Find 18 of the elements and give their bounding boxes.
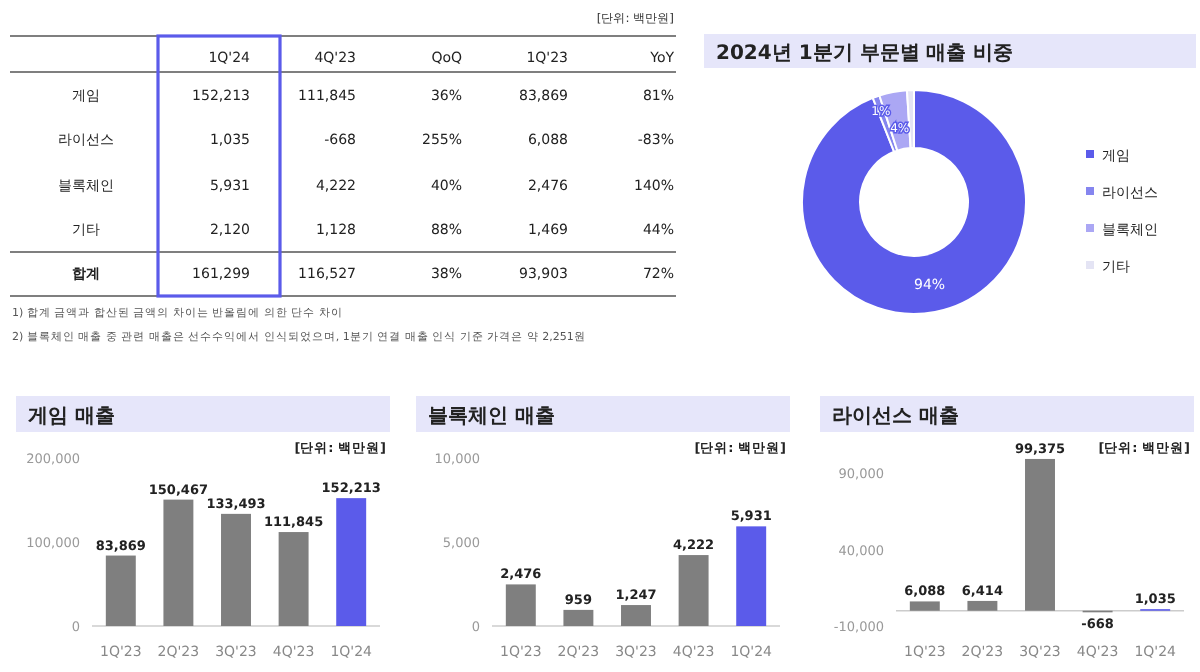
bar — [505, 584, 536, 626]
chart-title: 블록체인 매출 — [428, 406, 555, 428]
bar — [278, 532, 309, 626]
donut-slice — [801, 89, 1027, 315]
bar — [221, 513, 251, 626]
bar — [678, 555, 709, 626]
chart-title: 2024년 1분기 부문별 매출 비중 — [716, 43, 1014, 65]
bar — [105, 555, 136, 626]
bar — [163, 499, 194, 626]
chart-title: 게임 매출 — [28, 406, 115, 428]
bar — [563, 609, 594, 626]
bar — [967, 600, 998, 611]
bar — [1025, 458, 1055, 611]
chart-title: 라이선스 매출 — [832, 406, 959, 428]
bar — [336, 498, 367, 626]
bar — [736, 526, 767, 626]
bar — [909, 601, 940, 611]
bar — [621, 605, 651, 626]
